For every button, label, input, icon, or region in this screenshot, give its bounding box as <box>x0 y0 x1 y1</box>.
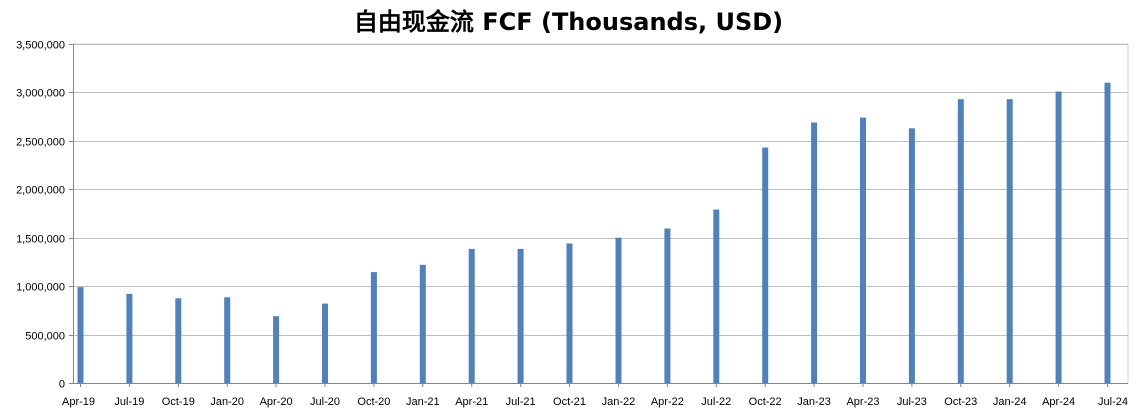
bar <box>468 248 475 383</box>
x-tick-label: Jul-22 <box>701 396 731 408</box>
bar <box>126 293 133 383</box>
bar <box>1104 82 1111 383</box>
bar <box>175 298 182 384</box>
x-tick-label: Jul-21 <box>506 396 536 408</box>
y-tick-label: 1,500,000 <box>16 234 65 246</box>
bar <box>322 303 328 383</box>
bar <box>517 248 524 383</box>
x-tick-label: Oct-21 <box>553 396 586 408</box>
x-tick-label: Apr-22 <box>651 396 684 408</box>
x-axis-ticks: Apr-19 Jul-19 Oct-19 Jan-20 Apr-20 Jul-20 Oct-… <box>62 383 1128 408</box>
bar <box>77 287 84 383</box>
x-tick-label: Oct-19 <box>162 396 195 408</box>
bar <box>713 209 720 383</box>
y-tick-label: 3,500,000 <box>16 40 65 52</box>
gridlines <box>73 44 1128 336</box>
x-tick-label: Apr-21 <box>455 396 488 408</box>
bar <box>860 117 866 383</box>
x-tick-label: Jul-24 <box>1098 396 1128 408</box>
x-tick-label: Apr-19 <box>62 396 95 408</box>
chart-title: 自由现金流 FCF (Thousands, USD) <box>353 8 784 36</box>
x-tick-label: Jul-23 <box>897 396 927 408</box>
x-tick-label: Apr-23 <box>846 396 879 408</box>
bar <box>1055 91 1062 383</box>
x-tick-label: Jul-19 <box>114 396 144 408</box>
bar <box>1006 99 1013 383</box>
y-tick-label: 3,000,000 <box>16 88 65 100</box>
bar <box>957 99 964 383</box>
x-tick-label: Apr-20 <box>260 396 293 408</box>
bars <box>77 82 1111 384</box>
bar <box>811 122 818 383</box>
bar <box>908 128 915 383</box>
x-tick-label: Oct-20 <box>357 396 390 408</box>
bar <box>273 316 280 383</box>
x-tick-label: Jan-23 <box>797 396 831 408</box>
bar <box>615 237 622 383</box>
x-tick-label: Jan-20 <box>210 396 244 408</box>
x-tick-label: Jul-20 <box>310 396 340 408</box>
bar <box>370 272 377 383</box>
y-axis-ticks: 0 500,000 1,000,000 1,500,000 2,000,000 2,500… <box>16 40 73 391</box>
bar <box>664 228 671 383</box>
x-tick-label: Jan-21 <box>406 396 440 408</box>
x-tick-label: Apr-24 <box>1042 396 1075 408</box>
x-tick-label: Oct-22 <box>749 396 782 408</box>
bar <box>762 147 769 383</box>
bar <box>224 297 231 383</box>
y-tick-label: 500,000 <box>25 331 65 343</box>
bar <box>419 264 426 383</box>
bar <box>566 243 573 383</box>
x-tick-label: Jan-24 <box>993 396 1027 408</box>
x-tick-label: Jan-22 <box>602 396 636 408</box>
x-tick-label: Oct-23 <box>944 396 977 408</box>
y-tick-label: 1,000,000 <box>16 282 65 294</box>
y-tick-label: 0 <box>59 379 65 391</box>
y-tick-label: 2,500,000 <box>16 137 65 149</box>
y-tick-label: 2,000,000 <box>16 185 65 197</box>
